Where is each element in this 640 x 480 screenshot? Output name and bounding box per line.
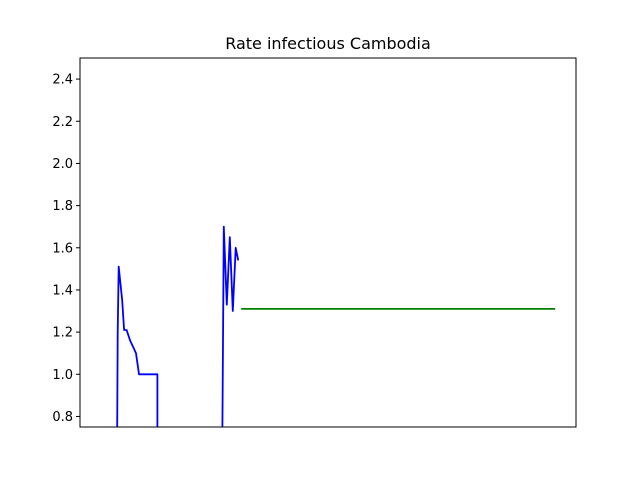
plot-frame (79, 57, 577, 428)
y-tick-label: 1.2 (52, 326, 73, 341)
series-line-1-segment-1 (116, 265, 159, 427)
series-layer (116, 225, 556, 427)
y-axis: 0.8 1.0 1.2 1.4 1.6 1.8 2.0 2.2 2.4 (52, 73, 80, 425)
series-line-1-segment-2 (221, 225, 240, 427)
y-tick-label: 1.4 (52, 283, 73, 298)
chart-title: Rate infectious Cambodia (225, 34, 431, 53)
y-tick-label: 1.8 (52, 199, 73, 214)
y-tick-label: 2.4 (52, 73, 73, 88)
y-tick-label: 0.8 (52, 410, 73, 425)
y-tick-label: 1.6 (52, 241, 73, 256)
y-tick-label: 1.0 (52, 368, 73, 383)
y-tick-label: 2.2 (52, 115, 73, 130)
y-tick-label: 2.0 (52, 157, 73, 172)
